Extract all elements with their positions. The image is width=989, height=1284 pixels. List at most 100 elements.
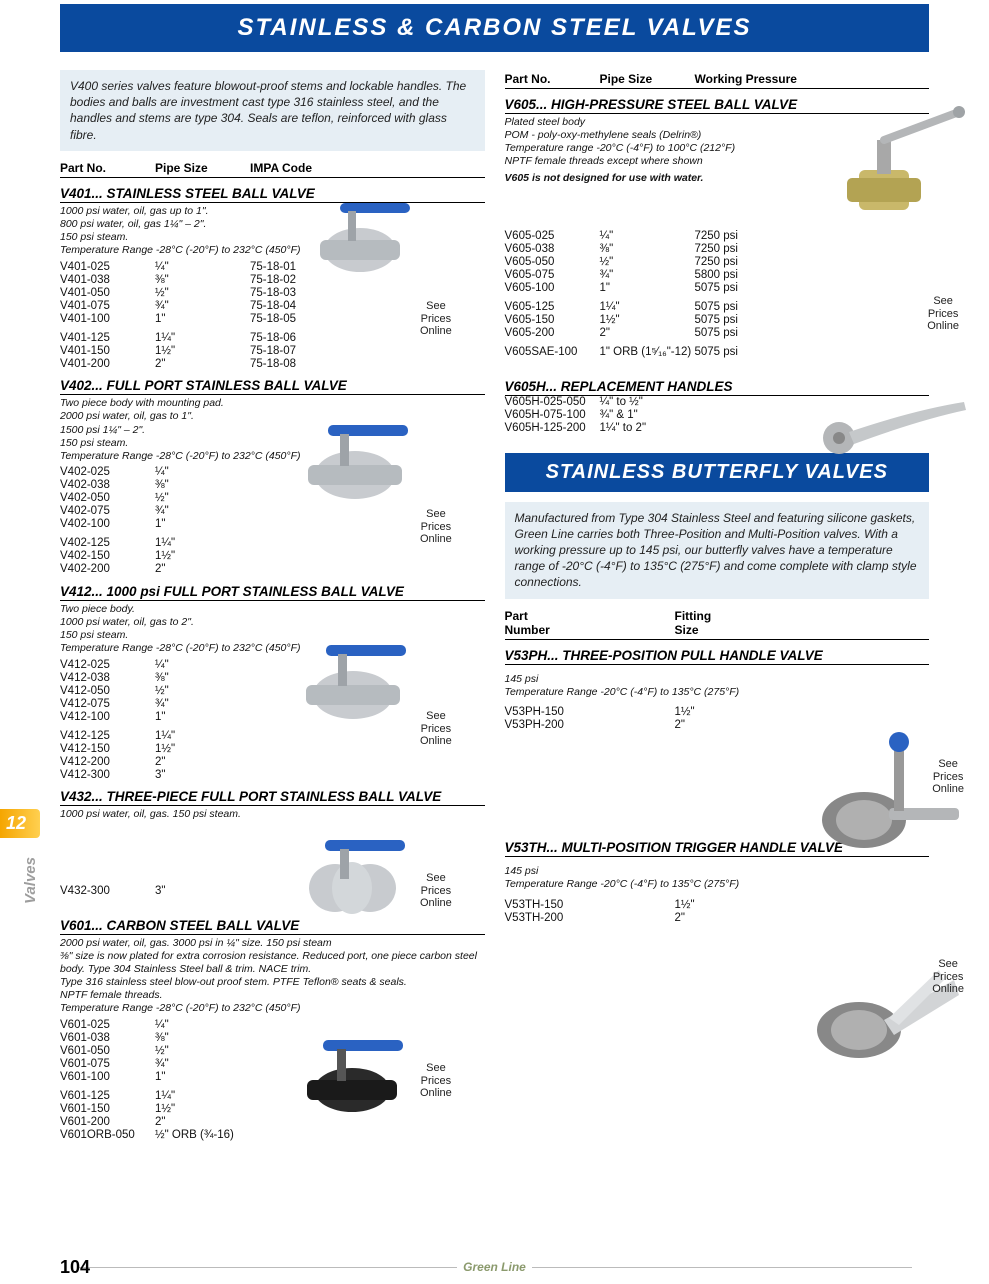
cell-i: 75-18-02: [250, 274, 370, 286]
col-pipesize-r: Pipe Size: [600, 72, 695, 86]
table-header-butterfly: PartNumber FittingSize: [505, 607, 930, 640]
cell-s: ¼" to ½": [600, 396, 695, 408]
cell-s: 3": [155, 885, 250, 897]
table-row: V605-1251¼"5075 psi: [505, 301, 930, 314]
cell-s: ¼": [155, 1019, 250, 1031]
table-row: V401-038⅜"75-18-02: [60, 273, 485, 286]
cell-s: 1¼": [155, 1090, 250, 1102]
table-row: V53TH-1501½": [505, 898, 930, 911]
v401-title: V401... STAINLESS STEEL BALL VALVE: [60, 184, 485, 203]
table-header-right: Part No. Pipe Size Working Pressure: [505, 70, 930, 89]
cell-p: V601-038: [60, 1032, 155, 1044]
cell-w: 5075 psi: [695, 346, 815, 358]
cell-s: 1½": [675, 899, 775, 911]
cell-i: 75-18-07: [250, 345, 370, 357]
cell-p: V401-100: [60, 313, 155, 325]
cell-w: 5075 psi: [695, 301, 815, 313]
cell-s: ¾" & 1": [600, 409, 695, 421]
cell-s: ½" ORB (¾-16): [155, 1129, 250, 1141]
table-row: V412-050½": [60, 684, 485, 697]
col-part-b: PartNumber: [505, 609, 675, 637]
cell-s: ⅜": [155, 1032, 250, 1044]
cell-s: 1¼": [155, 730, 250, 742]
table-row: V605-075¾"5800 psi: [505, 269, 930, 282]
table-row: V605-1001"5075 psi: [505, 282, 930, 295]
col-partno-r: Part No.: [505, 72, 600, 86]
cell-s: ½": [155, 685, 250, 697]
table-row: V53TH-2002": [505, 911, 930, 924]
cell-p: V601-100: [60, 1071, 155, 1083]
cell-p: V605-075: [505, 269, 600, 281]
cell-p: V605H-125-200: [505, 422, 600, 434]
cell-s: 2": [155, 1116, 250, 1128]
col-pipesize: Pipe Size: [155, 161, 250, 175]
cell-s: 1½": [600, 314, 695, 326]
cell-p: V53PH-150: [505, 706, 675, 718]
cell-p: V53TH-200: [505, 912, 675, 924]
cell-p: V402-050: [60, 492, 155, 504]
cell-p: V605-150: [505, 314, 600, 326]
v432-notes: 1000 psi water, oil, gas. 150 psi steam.: [60, 808, 485, 821]
table-row: V605-025¼"7250 psi: [505, 230, 930, 243]
table-row: V412-075¾": [60, 697, 485, 710]
cell-p: V412-100: [60, 711, 155, 723]
cell-p: V412-200: [60, 756, 155, 768]
cell-s: ½": [600, 256, 695, 268]
cell-s: ¾": [600, 269, 695, 281]
v605-price: SeePricesOnline: [927, 295, 959, 333]
cell-p: V601ORB-050: [60, 1129, 155, 1141]
table-row: V412-025¼": [60, 658, 485, 671]
cell-p: V401-125: [60, 332, 155, 344]
cell-p: V601-200: [60, 1116, 155, 1128]
v432-image: [285, 830, 420, 920]
cell-p: V402-100: [60, 518, 155, 530]
cell-s: 1½": [675, 706, 775, 718]
cell-s: 1½": [155, 550, 250, 562]
table-row: V605-050½"7250 psi: [505, 256, 930, 269]
cell-s: 1¼": [600, 301, 695, 313]
table-row: V412-2002": [60, 755, 485, 768]
v412-title: V412... 1000 psi FULL PORT STAINLESS BAL…: [60, 582, 485, 601]
col-size-b: FittingSize: [675, 609, 712, 637]
table-header-left: Part No. Pipe Size IMPA Code: [60, 159, 485, 178]
table-row: V601-038⅜": [60, 1031, 485, 1044]
v402-notes: Two piece body with mounting pad.2000 ps…: [60, 397, 485, 463]
cell-s: 1" ORB (1⁵⁄₁₆"-12): [600, 346, 695, 358]
cell-s: 2": [155, 756, 250, 768]
cell-p: V402-200: [60, 563, 155, 575]
table-row: V402-2002": [60, 563, 485, 576]
cell-s: ¾": [155, 505, 250, 517]
cell-p: V601-075: [60, 1058, 155, 1070]
cell-w: 7250 psi: [695, 230, 815, 242]
v412-notes: Two piece body.1000 psi water, oil, gas …: [60, 603, 485, 656]
cell-s: ¾": [155, 300, 250, 312]
cell-s: 1¼": [155, 537, 250, 549]
cell-w: 5075 psi: [695, 314, 815, 326]
table-row: V605SAE-1001" ORB (1⁵⁄₁₆"-12)5075 psi: [505, 346, 930, 359]
cell-s: 2": [675, 719, 775, 731]
side-tab: 12: [0, 809, 40, 838]
cell-s: ½": [155, 1045, 250, 1057]
cell-s: 1¼" to 2": [600, 422, 695, 434]
cell-p: V605-025: [505, 230, 600, 242]
cell-w: 5075 psi: [695, 282, 815, 294]
cell-s: 2": [600, 327, 695, 339]
cell-p: V605-038: [505, 243, 600, 255]
side-label: Valves: [22, 857, 39, 904]
cell-s: ¼": [155, 659, 250, 671]
cell-s: 1": [600, 282, 695, 294]
v401-price: SeePricesOnline: [420, 300, 452, 338]
cell-p: V605SAE-100: [505, 346, 600, 358]
cell-s: ¼": [155, 466, 250, 478]
intro-right: Manufactured from Type 304 Stainless Ste…: [505, 502, 930, 599]
cell-p: V605-125: [505, 301, 600, 313]
cell-p: V402-038: [60, 479, 155, 491]
cell-p: V402-125: [60, 537, 155, 549]
table-row: V412-3003": [60, 768, 485, 781]
cell-s: 2": [155, 358, 250, 370]
cell-s: 1": [155, 518, 250, 530]
cell-p: V402-025: [60, 466, 155, 478]
table-row: V605-2002"5075 psi: [505, 327, 930, 340]
cell-p: V601-150: [60, 1103, 155, 1115]
col-partno: Part No.: [60, 161, 155, 175]
